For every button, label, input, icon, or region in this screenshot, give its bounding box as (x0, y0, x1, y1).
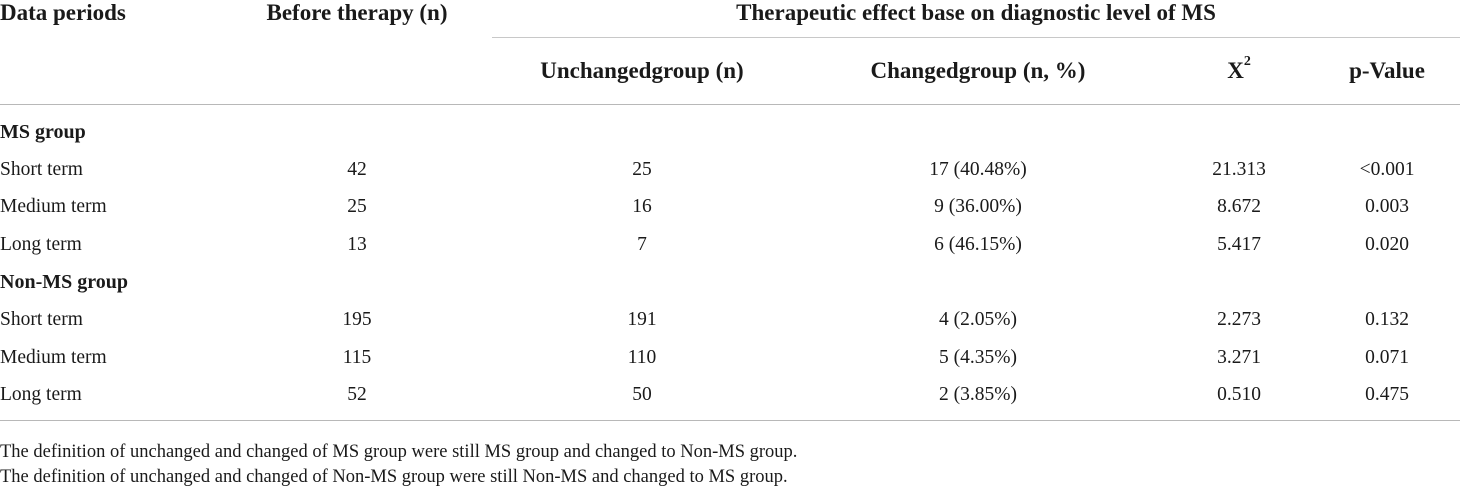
cell-chi: 3.271 (1217, 346, 1261, 368)
cell-p: 0.132 (1365, 309, 1409, 331)
group-row: Non-MS group (0, 264, 1460, 302)
cell-period: Short term (0, 158, 83, 180)
cell-p: 0.003 (1365, 196, 1409, 218)
header-data-periods: Data periods (0, 0, 126, 25)
cell-changed: 5 (4.35%) (939, 346, 1017, 368)
cell-unchanged: 16 (632, 196, 652, 218)
table-row: Medium term 115 110 5 (4.35%) 3.271 0.07… (0, 339, 1460, 377)
cell-period: Short term (0, 309, 83, 331)
cell-changed: 9 (36.00%) (934, 196, 1022, 218)
cell-p: 0.071 (1365, 346, 1409, 368)
cell-unchanged: 25 (632, 158, 652, 180)
table-row: Short term 42 25 17 (40.48%) 21.313 <0.0… (0, 151, 1460, 189)
header-changed: Changedgroup (n, %) (870, 58, 1086, 83)
cell-unchanged: 7 (637, 233, 647, 255)
cell-p: <0.001 (1359, 158, 1415, 180)
header-blank (222, 37, 492, 105)
chi-superscript: 2 (1243, 54, 1251, 69)
cell-p: 0.475 (1314, 376, 1460, 421)
header-row-sub: Unchangedgroup (n) Changedgroup (n, %) X… (0, 37, 1460, 105)
cell-chi: 0.510 (1164, 376, 1314, 421)
cell-changed: 6 (46.15%) (934, 233, 1022, 255)
footnote: The definition of unchanged and changed … (0, 467, 788, 487)
group-label: Non-MS group (0, 271, 128, 293)
footnote: The definition of unchanged and changed … (0, 442, 798, 462)
cell-changed: 2 (3.85%) (792, 376, 1164, 421)
cell-chi: 2.273 (1217, 309, 1261, 331)
cell-period: Long term (0, 233, 82, 255)
cell-p: 0.020 (1365, 233, 1409, 255)
results-table: Data periods Before therapy (n) Therapeu… (0, 0, 1460, 421)
header-chi-square: X2 (1164, 38, 1314, 105)
header-row-top: Data periods Before therapy (n) Therapeu… (0, 0, 1460, 38)
cell-unchanged: 50 (492, 376, 792, 421)
group-row: MS group (0, 105, 1460, 152)
table-body: MS group Short term 42 25 17 (40.48%) 21… (0, 105, 1460, 421)
header-unchanged: Unchangedgroup (n) (540, 58, 744, 83)
table-row: Short term 195 191 4 (2.05%) 2.273 0.132 (0, 302, 1460, 340)
cell-before: 115 (342, 346, 372, 368)
chi-symbol: X (1227, 58, 1244, 83)
table-footnotes: The definition of unchanged and changed … (0, 440, 797, 490)
header-p-value: p-Value (1349, 58, 1425, 83)
table-row: Long term 52 50 2 (3.85%) 0.510 0.475 (0, 376, 1460, 421)
header-before-therapy: Before therapy (n) (266, 0, 448, 25)
cell-period: Medium term (0, 196, 107, 218)
cell-period: Long term (0, 376, 222, 421)
cell-period: Medium term (0, 346, 107, 368)
table-row: Medium term 25 16 9 (36.00%) 8.672 0.003 (0, 189, 1460, 227)
group-label: MS group (0, 120, 86, 143)
cell-before: 25 (347, 196, 367, 218)
cell-chi: 21.313 (1212, 158, 1266, 180)
cell-unchanged: 110 (627, 346, 657, 368)
cell-changed: 4 (2.05%) (939, 309, 1017, 331)
table-row: Long term 13 7 6 (46.15%) 5.417 0.020 (0, 226, 1460, 264)
cell-before: 52 (222, 376, 492, 421)
cell-before: 42 (347, 158, 367, 180)
cell-before: 195 (342, 309, 372, 331)
header-blank (0, 37, 222, 105)
cell-changed: 17 (40.48%) (929, 158, 1027, 180)
cell-before: 13 (347, 233, 367, 255)
cell-unchanged: 191 (627, 309, 657, 331)
cell-chi: 5.417 (1217, 233, 1261, 255)
header-therapeutic-effect: Therapeutic effect base on diagnostic le… (736, 0, 1216, 25)
cell-chi: 8.672 (1217, 196, 1261, 218)
